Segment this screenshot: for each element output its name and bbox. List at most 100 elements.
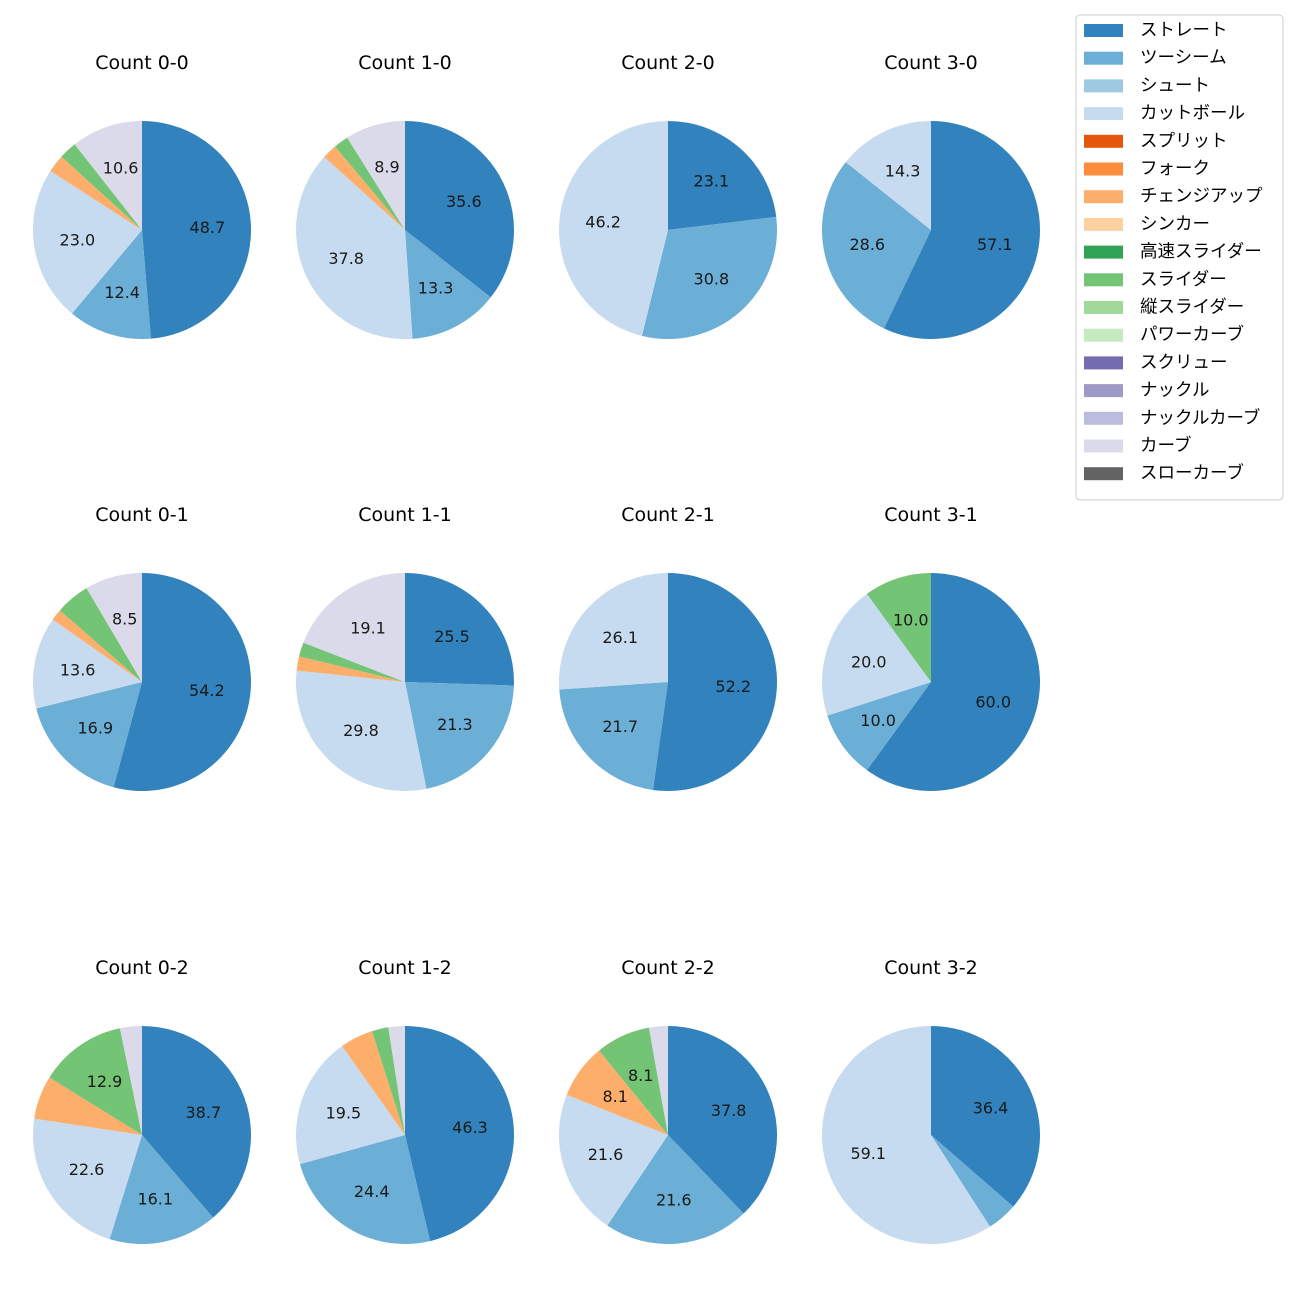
legend-label: スライダー [1140,270,1227,290]
pie-chart: Count 2-0 23.1 30.8 46.2 [559,52,778,339]
pie-slice [821,593,931,716]
pie-slice [822,162,931,329]
pie-chart: Count 3-1 60.0 10.0 20.0 10.0 [821,504,1041,791]
slice-label: 26.1 [602,628,638,647]
pie-slice [405,121,515,298]
slice-label: 24.4 [354,1182,390,1201]
pie-slice [299,642,405,682]
pie-slice [558,573,668,690]
pie-chart: Count 1-0 35.6 13.3 37.8 8.9 [296,52,515,340]
legend-swatch [1084,273,1123,287]
pie-slice [324,146,405,230]
pie-slice [883,121,1041,340]
pie-title: Count 0-0 [95,52,189,74]
legend-item: ナックルカーブ [1084,407,1260,428]
legend: ストレートツーシームシュートカットボールスプリットフォークチェンジアップシンカー… [1075,14,1284,501]
slice-label: 21.3 [437,715,473,734]
pie-slice [931,1026,1040,1207]
legend-label: スプリット [1140,131,1228,151]
slice-label: 13.3 [418,278,454,297]
pie-slice [296,656,405,682]
pie-slice [342,1031,405,1135]
legend-swatch [1084,24,1123,37]
pie-chart: Count 1-2 46.3 24.4 19.5 [295,957,515,1245]
slice-label: 8.1 [602,1087,627,1106]
pie-slice [821,1026,990,1244]
slice-label: 21.6 [588,1145,624,1164]
pie-title: Count 2-0 [621,52,715,74]
slice-label: 60.0 [975,693,1011,712]
slice-label: 8.1 [628,1066,653,1085]
pie-title: Count 0-2 [95,957,189,979]
legend-label: ストレート [1140,21,1228,41]
pie-slice [71,230,151,340]
slice-label: 48.7 [190,218,226,237]
slice-label: 37.8 [711,1101,747,1120]
pie-slice [33,1118,142,1240]
slice-label: 21.7 [602,717,638,736]
legend-swatch [1084,301,1123,314]
legend-label: シンカー [1140,214,1210,234]
pie-slice [648,1026,668,1135]
slice-label: 25.5 [434,627,470,646]
pie-slice [347,121,405,230]
slice-label: 59.1 [850,1144,886,1163]
pie-slice [558,1094,668,1226]
pie-slice [59,588,142,682]
pie-slice [652,572,778,791]
pie-slice [142,1026,251,1218]
pie-slice [36,682,143,788]
slice-label: 21.6 [656,1191,692,1210]
pie-slice [405,1026,515,1242]
slice-label: 46.3 [452,1118,488,1137]
pie-title: Count 0-1 [95,504,189,526]
pie-slice [33,171,142,314]
slice-label: 46.2 [585,213,621,232]
slice-label: 54.2 [189,681,225,700]
legend-item: パワーカーブ [1084,324,1244,345]
slice-label: 16.9 [78,718,114,737]
legend-swatch [1084,356,1123,370]
pie-slice [866,573,931,682]
slice-label: 8.5 [112,609,137,628]
pie-slice [142,120,252,339]
slice-label: 35.6 [446,192,482,211]
legend-swatch [1084,245,1123,259]
pie-slice [86,573,142,682]
slice-label: 36.4 [973,1098,1009,1117]
legend-swatch [1084,217,1123,231]
legend-swatch [1084,51,1123,65]
legend-item: ストレート [1084,21,1228,41]
legend-label: シュート [1140,76,1210,96]
slice-label: 13.6 [60,661,96,680]
slice-label: 20.0 [851,652,887,671]
slice-label: 23.1 [694,172,730,191]
legend-label: フォーク [1140,159,1210,179]
pie-slice [668,121,777,230]
slice-label: 10.0 [860,711,896,730]
pie-title: Count 1-0 [358,52,452,74]
pie-chart: Count 0-0 48.7 12.4 23.0 10.6 [33,52,252,340]
legend-item: スライダー [1084,270,1227,290]
slice-label: 57.1 [977,235,1013,254]
legend-swatch [1084,162,1123,176]
pie-title: Count 3-1 [884,504,978,526]
legend-item: スプリット [1084,131,1228,151]
pie-slice [371,1027,405,1135]
slice-label: 14.3 [885,162,921,181]
pie-slice [559,682,668,790]
legend-frame [1075,14,1284,501]
pie-slice [334,137,405,230]
legend-swatch [1084,467,1123,481]
legend-swatch [1084,411,1123,425]
pie-slice [641,216,778,339]
pie-slice [931,1135,1014,1227]
pie-slice [607,1135,744,1244]
legend-swatch [1084,107,1123,121]
pie-slice [559,121,668,336]
pie-slice [599,1027,668,1135]
pie-slice [33,619,142,709]
pie-slice [61,144,142,230]
pie-slice [50,156,143,230]
pie-slice [566,1050,668,1135]
